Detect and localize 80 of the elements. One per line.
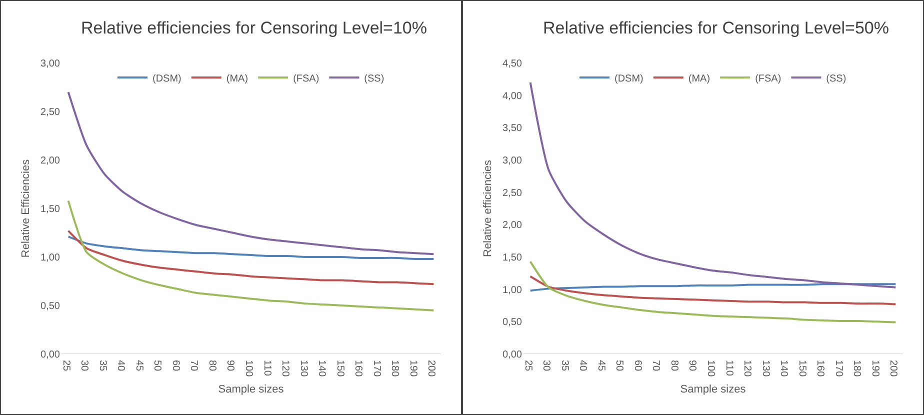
line-series <box>529 260 897 324</box>
legend-label: (SS) <box>364 73 384 84</box>
legend-label: (DSM) <box>614 73 644 84</box>
x-tick-label: 50 <box>152 360 163 372</box>
line-series <box>67 236 435 260</box>
x-tick-label: 40 <box>577 360 588 372</box>
y-tick-label: 3,50 <box>502 123 522 134</box>
x-tick-label: 35 <box>558 360 570 372</box>
y-tick-label: 4,50 <box>502 58 522 70</box>
x-tick-label: 170 <box>832 360 844 378</box>
x-tick-label: 60 <box>170 360 181 372</box>
x-tick-label: 190 <box>869 360 880 378</box>
y-tick-label: 0,50 <box>40 301 60 312</box>
x-tick-label: 110 <box>723 360 734 376</box>
y-tick-label: 2,50 <box>502 188 522 199</box>
y-tick-label: 2,50 <box>40 107 60 118</box>
y-tick-label: 3,00 <box>40 58 60 70</box>
y-tick-label: 0,50 <box>502 317 522 328</box>
x-tick-label: 80 <box>668 360 680 372</box>
legend-label: (DSM) <box>152 73 182 84</box>
x-tick-label: 100 <box>705 360 716 378</box>
x-tick-label: 50 <box>614 360 625 372</box>
y-tick-label: 2,00 <box>502 220 522 232</box>
x-tick-label: 200 <box>888 360 899 378</box>
x-tick-label: 150 <box>334 360 346 378</box>
x-tick-label: 30 <box>540 360 552 372</box>
y-tick-label: 4,00 <box>502 90 522 102</box>
x-tick-label: 180 <box>389 360 400 378</box>
legend-label: (SS) <box>826 73 846 84</box>
y-axis-title: Relative efficiencies <box>482 159 494 258</box>
line-series <box>529 275 897 306</box>
x-tick-label: 130 <box>760 360 771 378</box>
y-tick-label: 3,00 <box>502 156 522 166</box>
x-tick-label: 70 <box>650 360 662 372</box>
legend-label: (MA) <box>688 73 710 84</box>
chart-title: Relative efficiencies for Censoring Level=50% <box>542 18 890 38</box>
chart-title: Relative efficiencies for Censoring Level=10% <box>80 18 428 38</box>
line-series <box>529 283 897 292</box>
line-series <box>67 230 435 286</box>
x-tick-label: 160 <box>814 360 826 378</box>
y-tick-label: 0,00 <box>502 350 522 360</box>
x-tick-label: 40 <box>115 360 126 372</box>
y-tick-label: 2,00 <box>40 156 60 166</box>
y-tick-label: 1,50 <box>502 252 522 264</box>
y-tick-label: 1,00 <box>502 284 522 296</box>
x-axis-title: Sample sizes <box>218 383 284 396</box>
x-tick-label: 70 <box>188 360 200 372</box>
x-tick-label: 120 <box>280 360 291 378</box>
x-tick-label: 30 <box>78 360 90 372</box>
x-tick-label: 35 <box>96 360 108 372</box>
x-tick-label: 180 <box>851 360 862 378</box>
y-tick-label: 1,50 <box>40 204 60 215</box>
x-tick-label: 90 <box>224 360 236 372</box>
x-tick-label: 100 <box>243 360 254 378</box>
line-series <box>67 200 435 312</box>
x-tick-label: 130 <box>298 360 309 378</box>
x-tick-label: 45 <box>595 360 606 372</box>
x-tick-label: 140 <box>778 360 790 378</box>
x-tick-label: 200 <box>426 360 437 378</box>
x-tick-label: 170 <box>370 360 382 378</box>
x-tick-label: 190 <box>407 360 418 378</box>
x-tick-label: 45 <box>133 360 144 372</box>
x-tick-label: 120 <box>742 360 753 378</box>
x-tick-label: 110 <box>261 360 272 376</box>
x-tick-label: 160 <box>352 360 364 378</box>
legend-label: (MA) <box>226 73 248 84</box>
x-tick-label: 140 <box>316 360 328 378</box>
legend-label: (FSA) <box>755 73 782 84</box>
x-tick-label: 80 <box>206 360 218 372</box>
y-axis-title: Relative Efficiencies <box>20 158 32 258</box>
x-tick-label: 90 <box>686 360 698 372</box>
y-tick-label: 1,00 <box>40 252 60 264</box>
x-axis-title: Sample sizes <box>680 383 746 396</box>
line-series <box>67 91 435 256</box>
legend-label: (FSA) <box>293 73 320 84</box>
x-tick-label: 150 <box>796 360 808 378</box>
x-tick-label: 60 <box>632 360 643 372</box>
x-tick-label: 25 <box>60 360 72 372</box>
y-tick-label: 0,00 <box>40 350 60 360</box>
x-tick-label: 25 <box>522 360 534 372</box>
